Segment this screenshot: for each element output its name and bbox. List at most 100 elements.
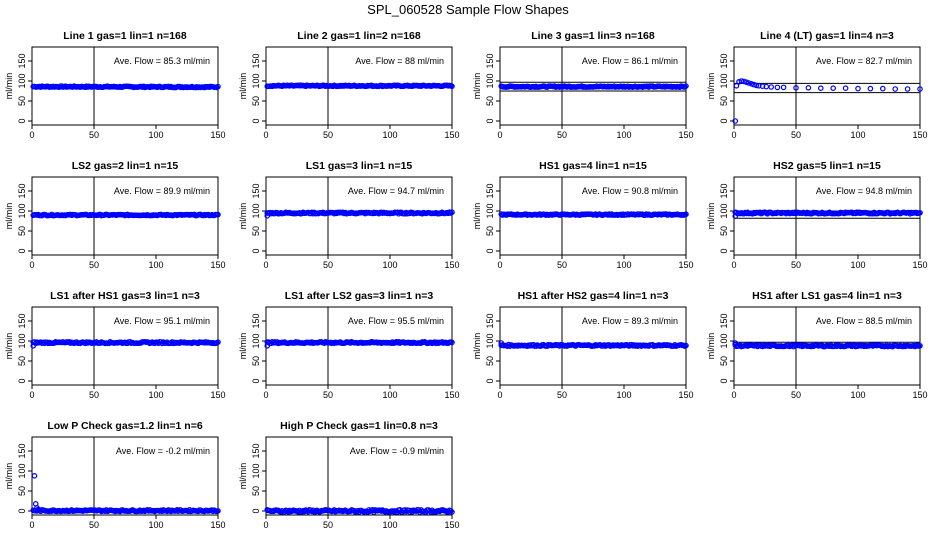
data-points <box>732 209 923 220</box>
y-tick-label: 0 <box>719 248 729 253</box>
data-point <box>523 211 529 217</box>
average-flow-annotation: Ave. Flow = 95.1 ml/min <box>114 316 210 326</box>
x-tick-label: 100 <box>850 260 865 270</box>
x-tick-label: 50 <box>323 260 333 270</box>
data-point <box>817 85 824 92</box>
data-point <box>439 339 445 345</box>
panel-title: LS2 gas=2 lin=1 n=15 <box>72 160 179 172</box>
data-point <box>683 83 689 89</box>
y-axis-label: ml/min <box>706 333 716 360</box>
y-axis-label: ml/min <box>238 463 248 490</box>
data-points <box>30 339 221 349</box>
x-tick-label: 150 <box>444 390 459 400</box>
data-points <box>498 83 689 90</box>
data-point <box>755 83 762 89</box>
y-tick-label: 50 <box>251 226 261 236</box>
data-point <box>683 211 689 218</box>
y-tick-label: 150 <box>17 53 27 68</box>
x-tick-label: 50 <box>89 390 99 400</box>
panel: Low P Check gas=1.2 lin=1 n=6 0 50 100 150 0 5… <box>4 420 226 530</box>
data-point <box>759 83 766 90</box>
average-flow-annotation: Ave. Flow = -0.9 ml/min <box>350 446 444 456</box>
y-axis-label: ml/min <box>472 333 482 360</box>
panel: LS1 gas=3 lin=1 n=150 50 100 150050100150ml… <box>238 160 460 270</box>
data-point <box>140 83 147 90</box>
panel: Line 2 gas=1 lin=2 n=168 0 50 100 150 0 50 100 1… <box>238 30 460 140</box>
x-tick-label: 150 <box>210 520 225 530</box>
data-point <box>917 209 923 216</box>
y-tick-label: 100 <box>251 73 261 88</box>
x-tick-label: 100 <box>850 390 865 400</box>
panel: Line 1 gas=1 lin=1 n=168 0 50 100 150 0 50 100 1… <box>4 30 226 140</box>
y-tick-label: 50 <box>485 96 495 106</box>
y-tick-label: 0 <box>719 378 729 383</box>
panel: High P Check gas=1 lin=0.8 n=3 0 50 100 150 0… <box>238 420 460 530</box>
data-point <box>176 340 183 346</box>
y-tick-label: 100 <box>485 333 495 348</box>
data-points <box>264 209 455 219</box>
x-tick-label: 150 <box>210 260 225 270</box>
data-point <box>274 209 280 216</box>
x-tick-label: 100 <box>382 390 397 400</box>
data-point <box>215 211 221 218</box>
data-point <box>892 86 899 92</box>
data-points <box>264 507 455 515</box>
data-point <box>551 83 558 89</box>
data-point <box>753 82 760 89</box>
data-point <box>299 210 305 217</box>
plot-frame <box>733 176 921 256</box>
data-point <box>774 84 781 91</box>
x-tick-label: 50 <box>323 520 333 530</box>
y-tick-label: 0 <box>17 508 27 513</box>
figure-title: SPL_060528 Sample Flow Shapes <box>367 2 569 17</box>
panel: LS1 after LS2 gas=3 lin=1 n=3 0 50 100 150 0 5… <box>238 290 460 400</box>
y-tick-label: 50 <box>719 96 729 106</box>
data-point <box>917 342 923 349</box>
data-points <box>30 211 221 219</box>
data-point <box>743 79 750 86</box>
average-flow-annotation: Ave. Flow = -0.2 ml/min <box>116 446 210 456</box>
panel-title: Line 3 gas=1 lin=3 n=168 <box>531 30 655 42</box>
x-tick-label: 0 <box>497 130 502 140</box>
plot-frame <box>265 436 453 516</box>
y-axis-label: ml/min <box>238 333 248 360</box>
data-point <box>606 342 612 348</box>
y-tick-label: 50 <box>17 356 27 366</box>
data-point <box>145 339 152 346</box>
y-tick-label: 50 <box>719 356 729 366</box>
panel: Line 4 (LT) gas=1 lin=4 n=3 0 50 100 150 0 50 1… <box>706 30 928 140</box>
panel: HS2 gas=5 lin=1 n=150 50 100 150050100150ml… <box>706 160 928 270</box>
panel-title: HS1 after HS2 gas=4 lin=1 n=3 <box>518 290 669 302</box>
panel: HS1 after HS2 gas=4 lin=1 n=3 0 50 100 150 0 5… <box>472 290 694 400</box>
data-points <box>264 339 455 349</box>
data-point <box>738 78 745 84</box>
y-tick-label: 0 <box>485 248 495 253</box>
x-tick-label: 0 <box>29 520 34 530</box>
data-point <box>351 507 357 514</box>
x-tick-label: 150 <box>678 260 693 270</box>
y-tick-label: 50 <box>17 96 27 106</box>
data-points <box>732 78 923 124</box>
y-tick-label: 0 <box>485 118 495 123</box>
x-tick-label: 100 <box>616 260 631 270</box>
x-tick-label: 0 <box>731 130 736 140</box>
x-tick-label: 0 <box>29 130 34 140</box>
average-flow-annotation: Ave. Flow = 95.5 ml/min <box>348 316 444 326</box>
data-point <box>879 85 886 92</box>
data-point <box>215 508 221 514</box>
y-tick-label: 0 <box>719 118 729 123</box>
y-tick-label: 0 <box>251 378 261 383</box>
data-point <box>159 340 166 347</box>
data-points <box>264 82 455 90</box>
y-tick-label: 150 <box>485 313 495 328</box>
y-axis-label: ml/min <box>238 73 248 100</box>
average-flow-annotation: Ave. Flow = 89.9 ml/min <box>114 186 210 196</box>
x-tick-label: 50 <box>323 390 333 400</box>
x-tick-label: 100 <box>850 130 865 140</box>
y-tick-label: 50 <box>251 96 261 106</box>
data-point <box>408 507 414 514</box>
y-tick-label: 100 <box>17 333 27 348</box>
plot-frame <box>31 306 219 386</box>
data-point <box>867 85 874 92</box>
y-tick-label: 50 <box>485 226 495 236</box>
